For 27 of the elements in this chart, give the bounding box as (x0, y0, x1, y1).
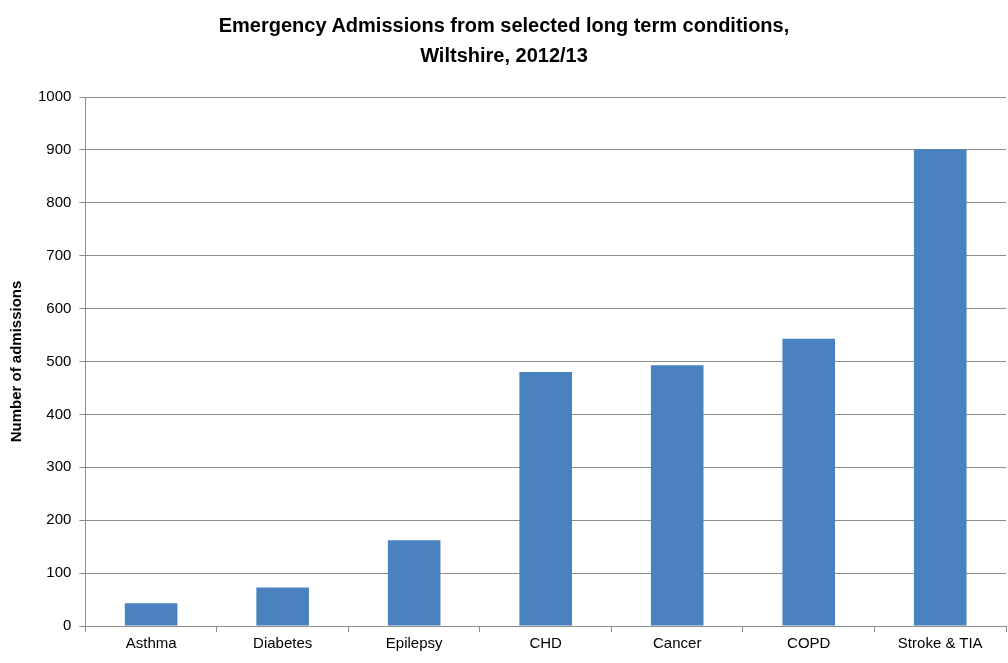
x-tick-label: COPD (787, 634, 831, 652)
x-tick-label: Cancer (653, 634, 702, 652)
x-tick-label: CHD (529, 634, 563, 652)
x-tick-label: Stroke & TIA (897, 634, 983, 652)
y-tick-label: 500 (46, 351, 72, 369)
bar (782, 338, 836, 626)
x-tick-label: Epilepsy (385, 634, 444, 652)
y-tick-label: 300 (46, 457, 72, 475)
y-axis-title: Number of admissions (7, 280, 25, 443)
bar (650, 365, 704, 626)
x-tick-label: Asthma (125, 634, 178, 652)
y-tick-label: 1000 (37, 87, 72, 105)
y-tick-label: 900 (46, 140, 72, 158)
y-tick-label: 600 (46, 298, 72, 316)
bar (913, 149, 967, 626)
y-tick-label: 400 (46, 404, 72, 422)
y-tick-label: 200 (46, 510, 72, 528)
y-tick-label: 0 (63, 616, 72, 634)
bar (519, 372, 572, 626)
y-tick-label: 100 (46, 563, 72, 581)
y-tick-label: 800 (46, 192, 72, 210)
bar (256, 587, 309, 626)
bar (124, 603, 178, 626)
chart-title: Emergency Admissions from selected long term conditions, Wiltshire, 2012/13 (217, 13, 791, 68)
x-tick-label: Diabetes (253, 634, 313, 652)
y-tick-label: 700 (46, 245, 72, 263)
bar (387, 540, 441, 626)
